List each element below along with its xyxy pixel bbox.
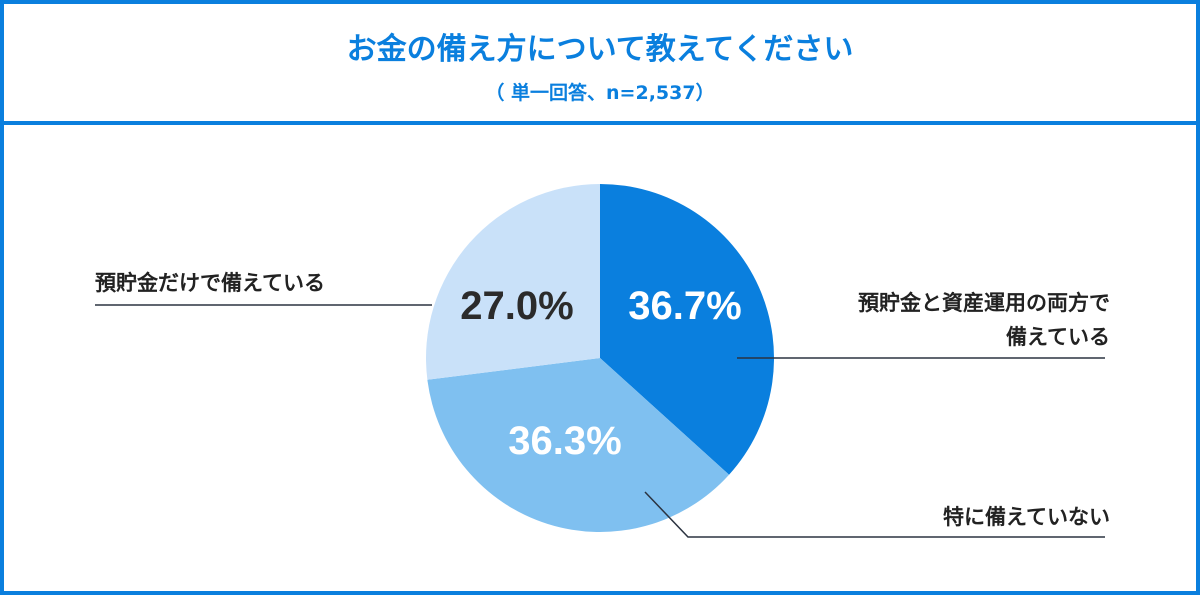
chart-title: お金の備え方について教えてください — [346, 32, 854, 67]
label-both-text: 預貯金と資産運用の両方で 備えている — [858, 291, 1110, 349]
pct-label-savings: 27.0% — [460, 284, 573, 328]
label-savings: 預貯金だけで備えている — [95, 271, 325, 295]
label-both: 預貯金と資産運用の両方で 備えている — [770, 286, 1110, 354]
pct-label-both: 36.7% — [628, 284, 741, 328]
label-none: 特に備えていない — [943, 505, 1110, 529]
chart-subtitle: （ 単一回答、n=2,537） — [485, 82, 715, 104]
pie-slice-0 — [600, 184, 774, 475]
pie-slice-2 — [426, 184, 600, 380]
leader-line-none — [644, 491, 1105, 538]
pct-label-none: 36.3% — [508, 419, 621, 463]
header-divider — [0, 121, 1200, 125]
pie-slice-1 — [427, 358, 730, 532]
